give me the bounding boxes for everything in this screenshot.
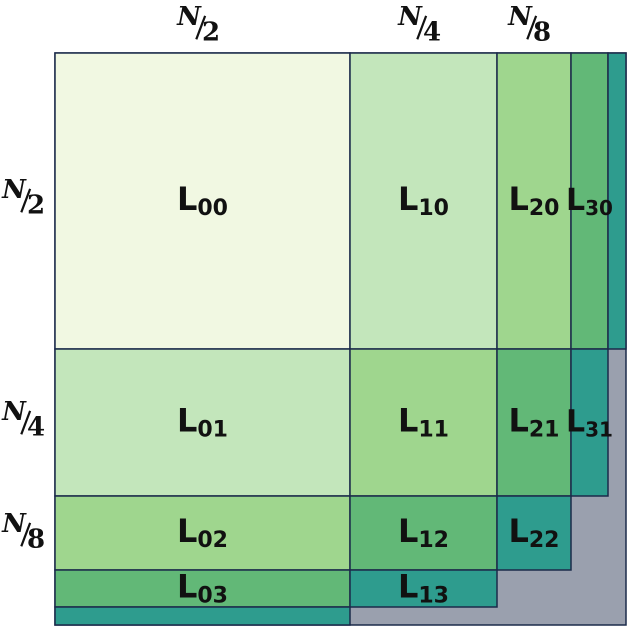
left-axis-label-0-numerator: N <box>1 175 27 205</box>
strip-top-right <box>607 52 627 350</box>
left-axis-label-2: N8 <box>1 509 45 555</box>
block-label-subscript: 31 <box>585 417 613 441</box>
block-label-subscript: 02 <box>197 528 228 553</box>
block-label-subscript: 12 <box>418 528 449 553</box>
block-label-base: L <box>177 568 197 606</box>
block-l22 <box>496 495 572 571</box>
block-label-subscript: 03 <box>197 584 228 609</box>
block-l01 <box>54 348 351 497</box>
block-label-base: L <box>508 512 528 550</box>
block-label-l02: L02 <box>177 512 228 553</box>
top-axis-label-2: N8 <box>507 2 551 48</box>
top-axis-label-1: N4 <box>397 2 441 48</box>
block-label-l21: L21 <box>508 402 559 443</box>
top-axis-label-2-numerator: N <box>507 2 533 32</box>
block-l20 <box>496 52 572 350</box>
block-label-subscript: 30 <box>585 196 613 220</box>
block-label-l01: L01 <box>177 402 228 443</box>
left-axis-label-1-slash <box>20 410 32 435</box>
block-label-base: L <box>177 180 197 218</box>
left-axis-label-1-numerator: N <box>1 397 27 427</box>
top-axis-label-1-slash <box>416 15 428 40</box>
top-axis-label-0: N2 <box>176 2 220 48</box>
top-axis-label-2-denominator: 8 <box>533 18 551 48</box>
block-label-l20: L20 <box>508 180 559 221</box>
top-axis-label-2-slash <box>526 15 538 40</box>
block-label-subscript: 13 <box>418 584 449 609</box>
block-label-base: L <box>566 404 585 439</box>
block-label-l13: L13 <box>398 568 449 609</box>
block-label-subscript: 21 <box>529 418 560 443</box>
block-label-subscript: 11 <box>418 418 449 443</box>
block-label-subscript: 20 <box>529 196 560 221</box>
left-axis-label-2-denominator: 8 <box>27 525 45 555</box>
left-axis-label-0-denominator: 2 <box>27 191 45 221</box>
top-axis-label-0-slash <box>195 15 207 40</box>
left-axis-label-1: N4 <box>1 397 45 443</box>
block-label-subscript: 01 <box>197 418 228 443</box>
block-l02 <box>54 495 351 571</box>
left-axis-label-0: N2 <box>1 175 45 221</box>
blocks-layer <box>54 52 627 626</box>
left-axis-label-2-numerator: N <box>1 509 27 539</box>
block-label-base: L <box>398 402 418 440</box>
block-label-subscript: 10 <box>418 196 449 221</box>
block-label-l22: L22 <box>508 512 559 553</box>
top-axis-label-1-denominator: 4 <box>423 18 441 48</box>
left-axis-label-1-denominator: 4 <box>27 413 45 443</box>
block-l00 <box>54 52 351 350</box>
block-l21 <box>496 348 572 497</box>
top-axis-label-0-denominator: 2 <box>202 18 220 48</box>
block-label-base: L <box>177 512 197 550</box>
left-axis-label-0-slash <box>20 188 32 213</box>
block-label-base: L <box>508 402 528 440</box>
block-label-l03: L03 <box>177 568 228 609</box>
block-label-base: L <box>398 180 418 218</box>
block-label-base: L <box>566 183 585 218</box>
block-label-base: L <box>398 512 418 550</box>
block-label-l30: L30 <box>566 183 613 220</box>
block-label-l10: L10 <box>398 180 449 221</box>
block-label-l31: L31 <box>566 404 613 441</box>
left-axis-label-2-slash <box>20 522 32 547</box>
block-l13 <box>349 569 498 608</box>
block-label-l00: L00 <box>177 180 228 221</box>
top-axis-label-0-numerator: N <box>176 2 202 32</box>
block-label-l12: L12 <box>398 512 449 553</box>
block-label-l11: L11 <box>398 402 449 443</box>
strip-bottom-left <box>54 606 351 626</box>
block-label-base: L <box>398 568 418 606</box>
block-l31 <box>570 348 609 497</box>
block-label-base: L <box>177 402 197 440</box>
block-label-base: L <box>508 180 528 218</box>
block-label-subscript: 22 <box>529 528 560 553</box>
block-label-subscript: 00 <box>197 196 228 221</box>
top-axis-label-1-numerator: N <box>397 2 423 32</box>
block-l10 <box>349 52 498 350</box>
